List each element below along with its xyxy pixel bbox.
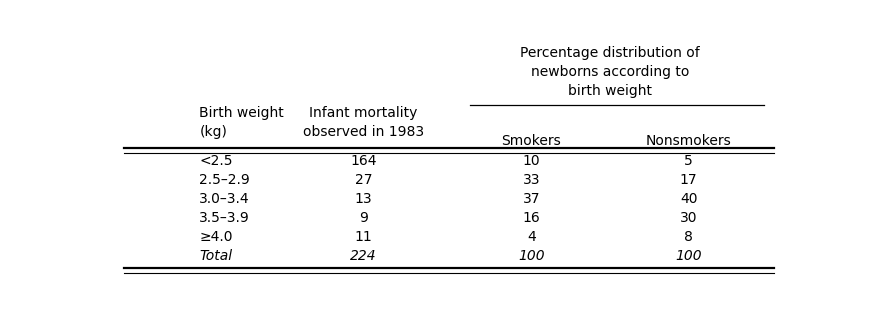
- Text: 4: 4: [527, 230, 536, 244]
- Text: Birth weight
(kg): Birth weight (kg): [200, 106, 284, 139]
- Text: 16: 16: [523, 211, 540, 225]
- Text: 37: 37: [523, 192, 540, 206]
- Text: 224: 224: [351, 249, 377, 263]
- Text: 27: 27: [355, 173, 373, 187]
- Text: 40: 40: [680, 192, 698, 206]
- Text: 2.5–2.9: 2.5–2.9: [200, 173, 250, 187]
- Text: Smokers: Smokers: [502, 134, 561, 148]
- Text: 8: 8: [684, 230, 693, 244]
- Text: Total: Total: [200, 249, 232, 263]
- Text: Nonsmokers: Nonsmokers: [645, 134, 731, 148]
- Text: 11: 11: [355, 230, 373, 244]
- Text: 17: 17: [680, 173, 698, 187]
- Text: 33: 33: [523, 173, 540, 187]
- Text: <2.5: <2.5: [200, 154, 233, 168]
- Text: 13: 13: [355, 192, 373, 206]
- Text: Infant mortality
observed in 1983: Infant mortality observed in 1983: [303, 106, 424, 139]
- Text: 100: 100: [518, 249, 545, 263]
- Text: Percentage distribution of
newborns according to
birth weight: Percentage distribution of newborns acco…: [520, 46, 700, 98]
- Text: 10: 10: [523, 154, 540, 168]
- Text: 9: 9: [359, 211, 368, 225]
- Text: 3.0–3.4: 3.0–3.4: [200, 192, 250, 206]
- Text: 3.5–3.9: 3.5–3.9: [200, 211, 250, 225]
- Text: 30: 30: [680, 211, 698, 225]
- Text: 164: 164: [351, 154, 377, 168]
- Text: 5: 5: [684, 154, 693, 168]
- Text: 100: 100: [675, 249, 702, 263]
- Text: ≥4.0: ≥4.0: [200, 230, 233, 244]
